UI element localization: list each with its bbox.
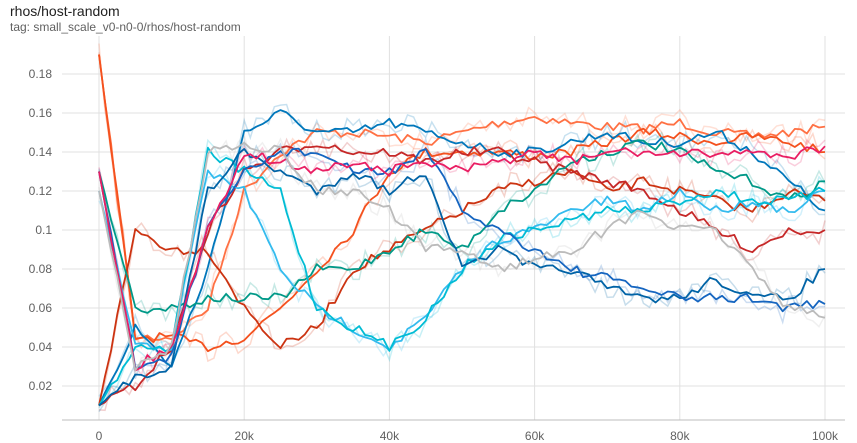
series-line-8[interactable]: [98, 147, 826, 407]
y-tick-label: 0.06: [29, 301, 53, 315]
y-tick-label: 0.18: [29, 67, 53, 81]
y-tick-label: 0.04: [29, 340, 53, 354]
chart-tag: tag: small_scale_v0-n0-0/rhos/host-rando…: [10, 20, 241, 34]
x-tick-label: 40k: [380, 429, 400, 443]
y-tick-label: 0.14: [29, 145, 53, 159]
y-axis: 0.02 0.04 0.06 0.08 0.1 0.12 0.14 0.16 0.18: [29, 67, 53, 393]
raw-series-line-4: [98, 137, 826, 412]
x-tick-label: 60k: [525, 429, 545, 443]
series-line-3[interactable]: [98, 168, 826, 406]
series-line-11[interactable]: [98, 141, 826, 372]
series-line-9[interactable]: [98, 147, 826, 369]
y-tick-label: 0.1: [35, 223, 52, 237]
x-tick-label: 0: [96, 429, 103, 443]
series-line-1[interactable]: [98, 54, 826, 353]
raw-series-line-10: [98, 138, 826, 377]
chart-title: rhos/host-random: [10, 3, 120, 19]
series-line-2[interactable]: [98, 109, 826, 406]
x-tick-label: 100k: [812, 429, 839, 443]
series-line-10[interactable]: [98, 145, 826, 372]
x-tick-label: 80k: [670, 429, 690, 443]
y-tick-label: 0.08: [29, 262, 53, 276]
x-axis: 0 20k 40k 60k 80k 100k: [96, 429, 839, 443]
y-tick-label: 0.16: [29, 106, 53, 120]
x-tick-label: 20k: [235, 429, 255, 443]
series-line-7[interactable]: [98, 146, 826, 406]
y-tick-label: 0.12: [29, 184, 53, 198]
series-line-5[interactable]: [98, 139, 826, 314]
y-tick-label: 0.02: [29, 379, 53, 393]
grid-lines: [62, 36, 845, 421]
raw-series-line-9: [98, 136, 825, 379]
series-group: [98, 54, 826, 407]
